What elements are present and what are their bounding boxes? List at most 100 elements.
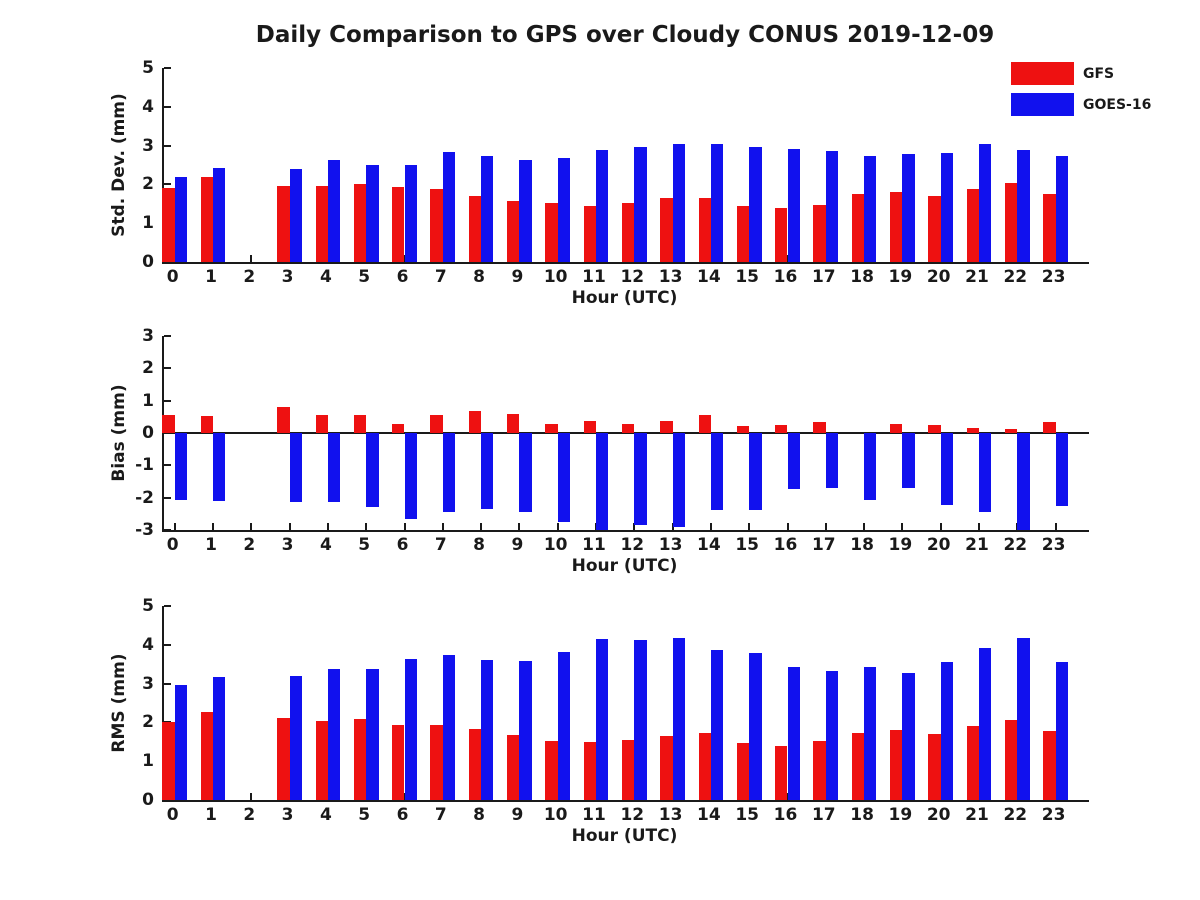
x-tick-label: 2 [243, 535, 256, 555]
bar-goes-16-hour-17 [825, 670, 839, 800]
bar-gfs-hour-20 [928, 734, 941, 800]
bar-gfs-hour-5 [353, 184, 367, 262]
y-tick-label: 0 [142, 423, 154, 443]
x-tick-label: 4 [319, 267, 332, 287]
bar-gfs-hour-16 [775, 745, 788, 800]
x-tick [403, 523, 406, 530]
x-tick-label: 22 [1003, 805, 1028, 825]
y-tick-label: 0 [142, 790, 154, 810]
bar-gfs-hour-18 [851, 194, 865, 262]
x-tick-label: 22 [1003, 267, 1028, 287]
legend-label-gfs: GFS [1083, 65, 1115, 82]
x-tick-label: 16 [773, 805, 798, 825]
bar-gfs-hour-9 [507, 735, 520, 800]
x-tick [365, 523, 368, 530]
x-tick [863, 523, 866, 530]
y-tick-label: 5 [142, 596, 154, 616]
bar-gfs-hour-13 [660, 735, 673, 800]
legend-swatch-goes16 [1011, 93, 1074, 116]
legend-item-goes16: GOES-16 [1011, 93, 1151, 116]
y-tick [164, 367, 171, 370]
y-tick-label: -2 [135, 487, 154, 508]
bar-gfs-hour-6 [392, 187, 405, 262]
bar-goes-16-hour-7 [442, 654, 456, 800]
y-tick [164, 105, 171, 108]
x-tick-label: 5 [358, 267, 371, 287]
bar-goes-16-hour-17 [825, 150, 839, 262]
bar-goes-16-hour-3 [289, 433, 302, 502]
bar-goes-16-hour-22 [1017, 637, 1030, 800]
legend: GFS GOES-16 [1011, 62, 1151, 124]
bar-goes-16-hour-9 [519, 661, 532, 800]
x-tick-label: 14 [697, 805, 721, 825]
bar-goes-16-hour-4 [327, 669, 341, 800]
bar-gfs-hour-21 [966, 726, 979, 800]
bar-gfs-hour-13 [660, 198, 673, 262]
x-axis-label-rms: Hour (UTC) [571, 826, 678, 846]
x-tick [556, 523, 559, 530]
bar-goes-16-hour-4 [327, 159, 341, 262]
x-tick-label: 17 [811, 805, 836, 825]
bar-goes-16-hour-8 [481, 433, 494, 510]
legend-swatch-gfs [1011, 62, 1074, 85]
x-tick [709, 523, 712, 530]
x-axis-label-bias: Hour (UTC) [571, 556, 678, 576]
bar-goes-16-hour-5 [366, 433, 379, 507]
x-tick-label: 22 [1003, 535, 1028, 555]
bar-goes-16-hour-18 [864, 433, 877, 501]
bar-gfs-hour-8 [468, 728, 482, 800]
bar-goes-16-hour-16 [787, 666, 800, 800]
bar-gfs-hour-0 [162, 188, 175, 262]
bar-goes-16-hour-15 [749, 147, 762, 262]
bar-goes-16-hour-9 [519, 159, 532, 262]
bar-gfs-hour-1 [200, 711, 213, 800]
x-tick-label: 4 [319, 535, 332, 555]
bar-gfs-hour-10 [545, 740, 558, 800]
x-tick-label: 11 [582, 535, 606, 555]
x-tick-label: 23 [1041, 267, 1066, 287]
bar-goes-16-hour-8 [481, 660, 494, 800]
bar-gfs-hour-17 [813, 741, 826, 800]
zero-axis-line [164, 432, 1089, 434]
bar-gfs-hour-15 [736, 425, 750, 433]
y-tick-label: 1 [142, 751, 154, 772]
x-tick-label: 16 [773, 535, 798, 555]
x-tick-label: 8 [473, 267, 486, 287]
y-tick [164, 67, 171, 69]
x-tick-label: 5 [358, 805, 371, 825]
bar-gfs-hour-11 [583, 741, 596, 800]
y-tick-label: 1 [142, 390, 154, 411]
bar-goes-16-hour-5 [366, 165, 379, 262]
bar-goes-16-hour-0 [174, 684, 188, 800]
x-tick-label: 21 [965, 267, 989, 287]
bar-gfs-hour-7 [430, 414, 443, 433]
y-tick-label: 4 [142, 634, 154, 655]
bar-gfs-hour-8 [468, 411, 482, 433]
x-tick [748, 523, 751, 530]
x-tick-label: 1 [205, 805, 217, 825]
bar-goes-16-hour-10 [557, 651, 571, 800]
bar-goes-16-hour-23 [1055, 155, 1068, 262]
x-tick-label: 18 [850, 805, 874, 825]
bar-goes-16-hour-0 [174, 176, 188, 262]
y-tick [164, 261, 171, 263]
bar-goes-16-hour-18 [864, 667, 877, 800]
bar-goes-16-hour-3 [289, 675, 302, 800]
bar-goes-16-hour-20 [940, 153, 954, 262]
y-tick-label: 3 [142, 326, 154, 346]
bar-goes-16-hour-16 [787, 148, 800, 262]
x-tick-label: 12 [620, 805, 645, 825]
bar-goes-16-hour-20 [940, 661, 954, 800]
x-tick [518, 523, 521, 530]
chart-title: Daily Comparison to GPS over Cloudy CONU… [255, 22, 995, 48]
bar-gfs-hour-17 [813, 205, 826, 262]
bar-gfs-hour-12 [621, 424, 635, 433]
bar-gfs-hour-20 [928, 425, 941, 433]
bar-goes-16-hour-1 [213, 433, 226, 501]
bar-gfs-hour-19 [890, 424, 903, 433]
y-tick-label: 2 [142, 358, 154, 379]
bar-gfs-hour-19 [890, 192, 903, 262]
bar-gfs-hour-9 [507, 413, 520, 433]
bar-gfs-hour-11 [583, 206, 596, 262]
x-tick-label: 23 [1041, 535, 1066, 555]
